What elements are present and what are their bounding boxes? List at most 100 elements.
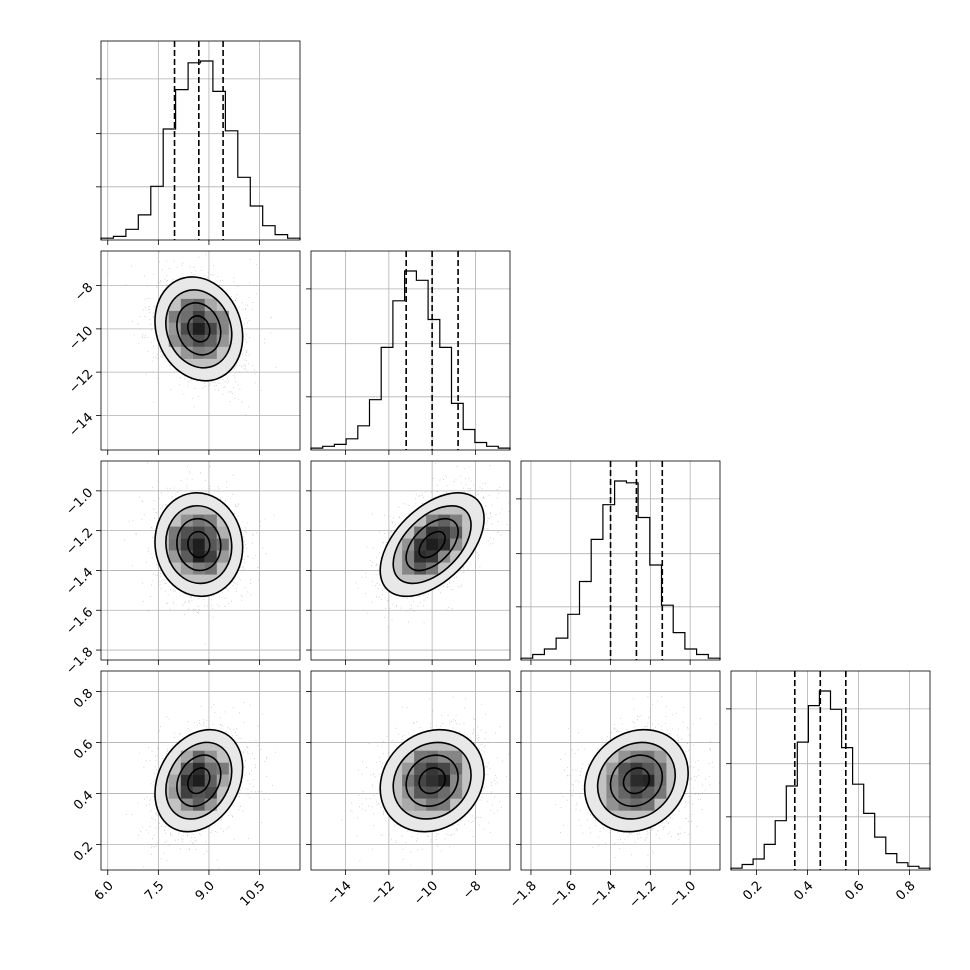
y-tick-label: −1.2 [63, 525, 96, 558]
panel-frame [100, 40, 301, 241]
density-cell [414, 762, 427, 775]
density-cell [402, 550, 415, 563]
density-cell [642, 762, 655, 775]
density-cell [618, 762, 631, 775]
contour-line [379, 492, 485, 598]
density-cell [192, 526, 205, 539]
density-cell [192, 562, 205, 575]
density-cell [180, 786, 193, 799]
contour-line [165, 289, 233, 369]
x-tick-label: −1.4 [587, 878, 620, 911]
x-tick-label: 0.4 [791, 878, 816, 903]
density-cell [204, 562, 217, 575]
density-cell [204, 526, 217, 539]
panel-frame [100, 250, 301, 451]
x-tick-label: −1.2 [626, 878, 659, 911]
y-tick-label: −1.0 [63, 486, 96, 519]
contour-line [154, 276, 244, 382]
contour-line [418, 530, 446, 559]
density-cell [450, 750, 463, 763]
density-cell [606, 798, 619, 811]
density-cell [618, 750, 631, 763]
density-cell [180, 550, 193, 563]
density-cell [414, 774, 427, 787]
density-cell [654, 750, 667, 763]
contour-line [583, 728, 689, 833]
density-cell [204, 334, 217, 347]
density-cell [216, 310, 229, 323]
y-tick-label: 0.6 [71, 737, 96, 762]
panel-frame [520, 670, 721, 871]
contour-line [392, 504, 472, 585]
y-tick-label: −12 [66, 367, 96, 397]
density-cell [168, 538, 181, 551]
y-tick-label: 0.4 [71, 788, 96, 813]
contour-line [418, 767, 446, 795]
x-tick-label: −10 [411, 878, 441, 908]
y-tick-label: −1.8 [63, 645, 96, 678]
y-tick-label: −14 [66, 410, 96, 440]
density-cell [414, 562, 427, 575]
scatter-panel-3-1 [96, 460, 301, 665]
x-tick-label: −14 [325, 878, 355, 908]
density-cell [192, 334, 205, 347]
density-cell [438, 762, 451, 775]
density-cell [414, 550, 427, 563]
density-cell [180, 322, 193, 335]
x-tick-label: −1.6 [547, 878, 580, 911]
y-tick-label: −1.6 [63, 605, 96, 638]
density-cell [438, 786, 451, 799]
y-tick-label: 0.2 [71, 839, 96, 864]
density-cell [192, 774, 205, 787]
density-cell [192, 550, 205, 563]
panel-frame [310, 670, 511, 871]
corner-panels: −14−12−10−8−1.8−1.6−1.4−1.2−1.00.20.40.6… [63, 40, 931, 911]
panel-frame [520, 460, 721, 661]
density-cell [216, 322, 229, 335]
density-cell [426, 798, 439, 811]
hist-panel-2 [306, 250, 511, 455]
density-cell [654, 774, 667, 787]
histogram-step [730, 690, 931, 870]
density-cell [180, 514, 193, 527]
density-cell [402, 774, 415, 787]
density-cell [450, 514, 463, 527]
contour-line [379, 728, 485, 833]
contour-line [165, 504, 233, 585]
density-cell [654, 786, 667, 799]
hist-panel-3 [516, 460, 721, 665]
contour-line [176, 754, 222, 808]
y-tick-label: −8 [72, 280, 96, 304]
x-tick-label: −8 [460, 878, 484, 902]
x-tick-label: −12 [368, 878, 398, 908]
density-cell [180, 750, 193, 763]
density-cell [180, 526, 193, 539]
density-cell [168, 322, 181, 335]
density-cell [402, 562, 415, 575]
density-cell [402, 762, 415, 775]
density-cell [630, 750, 643, 763]
contour-line [176, 517, 222, 572]
contour-line [187, 315, 211, 343]
density-cell [438, 550, 451, 563]
y-tick-label: 0.8 [71, 686, 96, 711]
x-tick-label: 6.0 [92, 878, 117, 903]
density-cell [204, 762, 217, 775]
scatter-points [125, 702, 277, 869]
x-tick-label: 0.2 [740, 878, 765, 903]
density-cell [204, 322, 217, 335]
x-tick-label: 0.8 [893, 878, 918, 903]
density-cell [204, 514, 217, 527]
contour-line [187, 767, 211, 795]
density-cell [630, 774, 643, 787]
y-tick-label: −10 [66, 324, 96, 354]
density-cell [630, 798, 643, 811]
density-cell [426, 774, 439, 787]
density-cell [606, 774, 619, 787]
density-cell [642, 798, 655, 811]
density-cell [192, 538, 205, 551]
density-cell [216, 538, 229, 551]
histogram-step [100, 60, 301, 240]
contour-line [154, 492, 244, 598]
x-tick-label: −1.0 [666, 878, 699, 911]
